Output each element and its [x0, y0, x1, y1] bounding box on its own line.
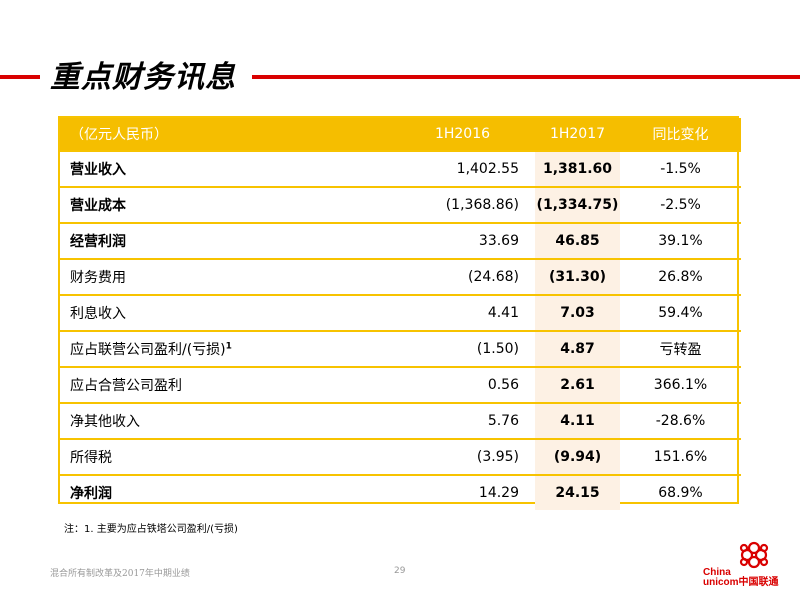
title-accent-bar-left — [0, 75, 40, 79]
value-1h2017: 1,381.60 — [535, 150, 620, 187]
header-yoy-change: 同比变化 — [620, 118, 741, 151]
financial-table-container: （亿元人民币） 1H2016 1H2017 同比变化 营业收入 1,402.55… — [58, 116, 741, 510]
value-change: 59.4% — [620, 294, 741, 331]
row-label: 应占合营公司盈利 — [60, 366, 390, 403]
row-label: 净其他收入 — [60, 402, 390, 439]
page-number: 29 — [394, 566, 406, 576]
row-label: 净利润 — [60, 474, 390, 510]
table-row: 营业成本 (1,368.86) (1,334.75) -2.5% — [60, 186, 741, 223]
value-change: 39.1% — [620, 222, 741, 259]
value-1h2016: 14.29 — [390, 474, 535, 510]
footer-presentation-title: 混合所有制改革及2017年中期业绩 — [50, 569, 190, 579]
row-label: 财务费用 — [60, 258, 390, 295]
value-change: -28.6% — [620, 402, 741, 439]
table-row: 财务费用 (24.68) (31.30) 26.8% — [60, 258, 741, 295]
value-change: -1.5% — [620, 150, 741, 187]
table-row: 应占联营公司盈利/(亏损)1 (1.50) 4.87 亏转盈 — [60, 330, 741, 367]
value-change: 366.1% — [620, 366, 741, 403]
value-1h2017: 4.87 — [535, 330, 620, 367]
financial-table: （亿元人民币） 1H2016 1H2017 同比变化 营业收入 1,402.55… — [60, 118, 741, 510]
value-1h2016: (1.50) — [390, 330, 535, 367]
value-1h2017: 4.11 — [535, 402, 620, 439]
value-1h2016: (1,368.86) — [390, 186, 535, 223]
header-unit-label: （亿元人民币） — [60, 118, 390, 151]
table-header-row: （亿元人民币） 1H2016 1H2017 同比变化 — [60, 118, 741, 151]
logo-wordmark: China unicom中国联通 — [703, 568, 779, 588]
value-change: 26.8% — [620, 258, 741, 295]
footnote-marker: 1 — [225, 341, 232, 352]
value-change: 68.9% — [620, 474, 741, 510]
row-label: 营业成本 — [60, 186, 390, 223]
logo-text-unicom: unicom中国联通 — [703, 577, 779, 588]
value-1h2016: 4.41 — [390, 294, 535, 331]
table-row: 所得税 (3.95) (9.94) 151.6% — [60, 438, 741, 475]
value-1h2016: 1,402.55 — [390, 150, 535, 187]
value-1h2017: (9.94) — [535, 438, 620, 475]
value-1h2017: (1,334.75) — [535, 186, 620, 223]
header-1h2017: 1H2017 — [535, 118, 620, 151]
row-label: 所得税 — [60, 438, 390, 475]
table-row: 利息收入 4.41 7.03 59.4% — [60, 294, 741, 331]
value-1h2017: 2.61 — [535, 366, 620, 403]
row-label: 应占联营公司盈利/(亏损)1 — [60, 330, 390, 367]
row-label: 利息收入 — [60, 294, 390, 331]
row-label: 经营利润 — [60, 222, 390, 259]
value-change: -2.5% — [620, 186, 741, 223]
header-1h2016: 1H2016 — [390, 118, 535, 151]
table-row: 应占合营公司盈利 0.56 2.61 366.1% — [60, 366, 741, 403]
table-row: 净利润 14.29 24.15 68.9% — [60, 474, 741, 510]
value-1h2017: (31.30) — [535, 258, 620, 295]
slide-title: 重点财务讯息 — [50, 60, 236, 95]
china-unicom-logo-icon — [739, 541, 769, 569]
table-row: 净其他收入 5.76 4.11 -28.6% — [60, 402, 741, 439]
row-label: 营业收入 — [60, 150, 390, 187]
logo-text-china: China — [703, 567, 731, 578]
footnote: 注：1. 主要为应占铁塔公司盈利/(亏损) — [64, 524, 238, 535]
table-row: 经营利润 33.69 46.85 39.1% — [60, 222, 741, 259]
value-1h2017: 24.15 — [535, 474, 620, 510]
value-1h2016: 0.56 — [390, 366, 535, 403]
value-1h2016: 5.76 — [390, 402, 535, 439]
value-1h2017: 7.03 — [535, 294, 620, 331]
value-1h2016: (3.95) — [390, 438, 535, 475]
value-1h2016: (24.68) — [390, 258, 535, 295]
value-change: 151.6% — [620, 438, 741, 475]
value-change: 亏转盈 — [620, 330, 741, 367]
title-accent-bar-right — [252, 75, 800, 79]
row-label-text: 应占联营公司盈利/(亏损) — [70, 342, 226, 358]
value-1h2016: 33.69 — [390, 222, 535, 259]
table-row: 营业收入 1,402.55 1,381.60 -1.5% — [60, 150, 741, 187]
value-1h2017: 46.85 — [535, 222, 620, 259]
